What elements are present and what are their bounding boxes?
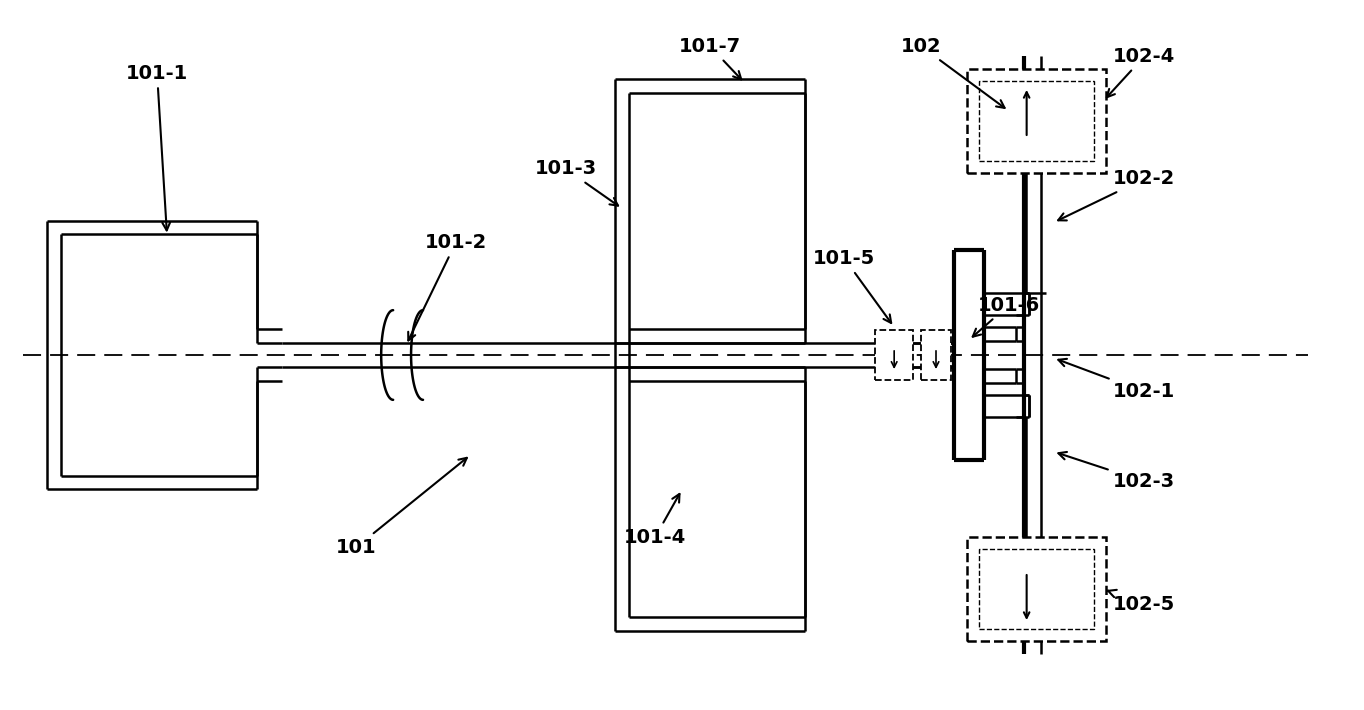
Text: 101: 101 — [336, 458, 466, 557]
Bar — [979, 550, 1094, 629]
Text: 102-3: 102-3 — [1058, 452, 1176, 491]
Bar — [979, 81, 1094, 160]
Text: 101-6: 101-6 — [973, 295, 1039, 337]
Text: 101-5: 101-5 — [813, 249, 891, 323]
Bar — [967, 537, 1106, 641]
Text: 101-3: 101-3 — [535, 159, 618, 206]
Text: 101-1: 101-1 — [125, 64, 188, 230]
Text: 101-2: 101-2 — [408, 233, 487, 340]
Bar — [967, 69, 1106, 173]
Text: 102: 102 — [900, 37, 1005, 108]
Text: 102-2: 102-2 — [1058, 169, 1176, 220]
Text: 102-5: 102-5 — [1108, 590, 1176, 613]
Text: 102-1: 102-1 — [1058, 359, 1176, 401]
Text: 101-4: 101-4 — [623, 494, 686, 547]
Bar — [921, 330, 951, 380]
Bar — [876, 330, 913, 380]
Text: 102-4: 102-4 — [1106, 47, 1176, 97]
Text: 101-7: 101-7 — [679, 37, 741, 80]
